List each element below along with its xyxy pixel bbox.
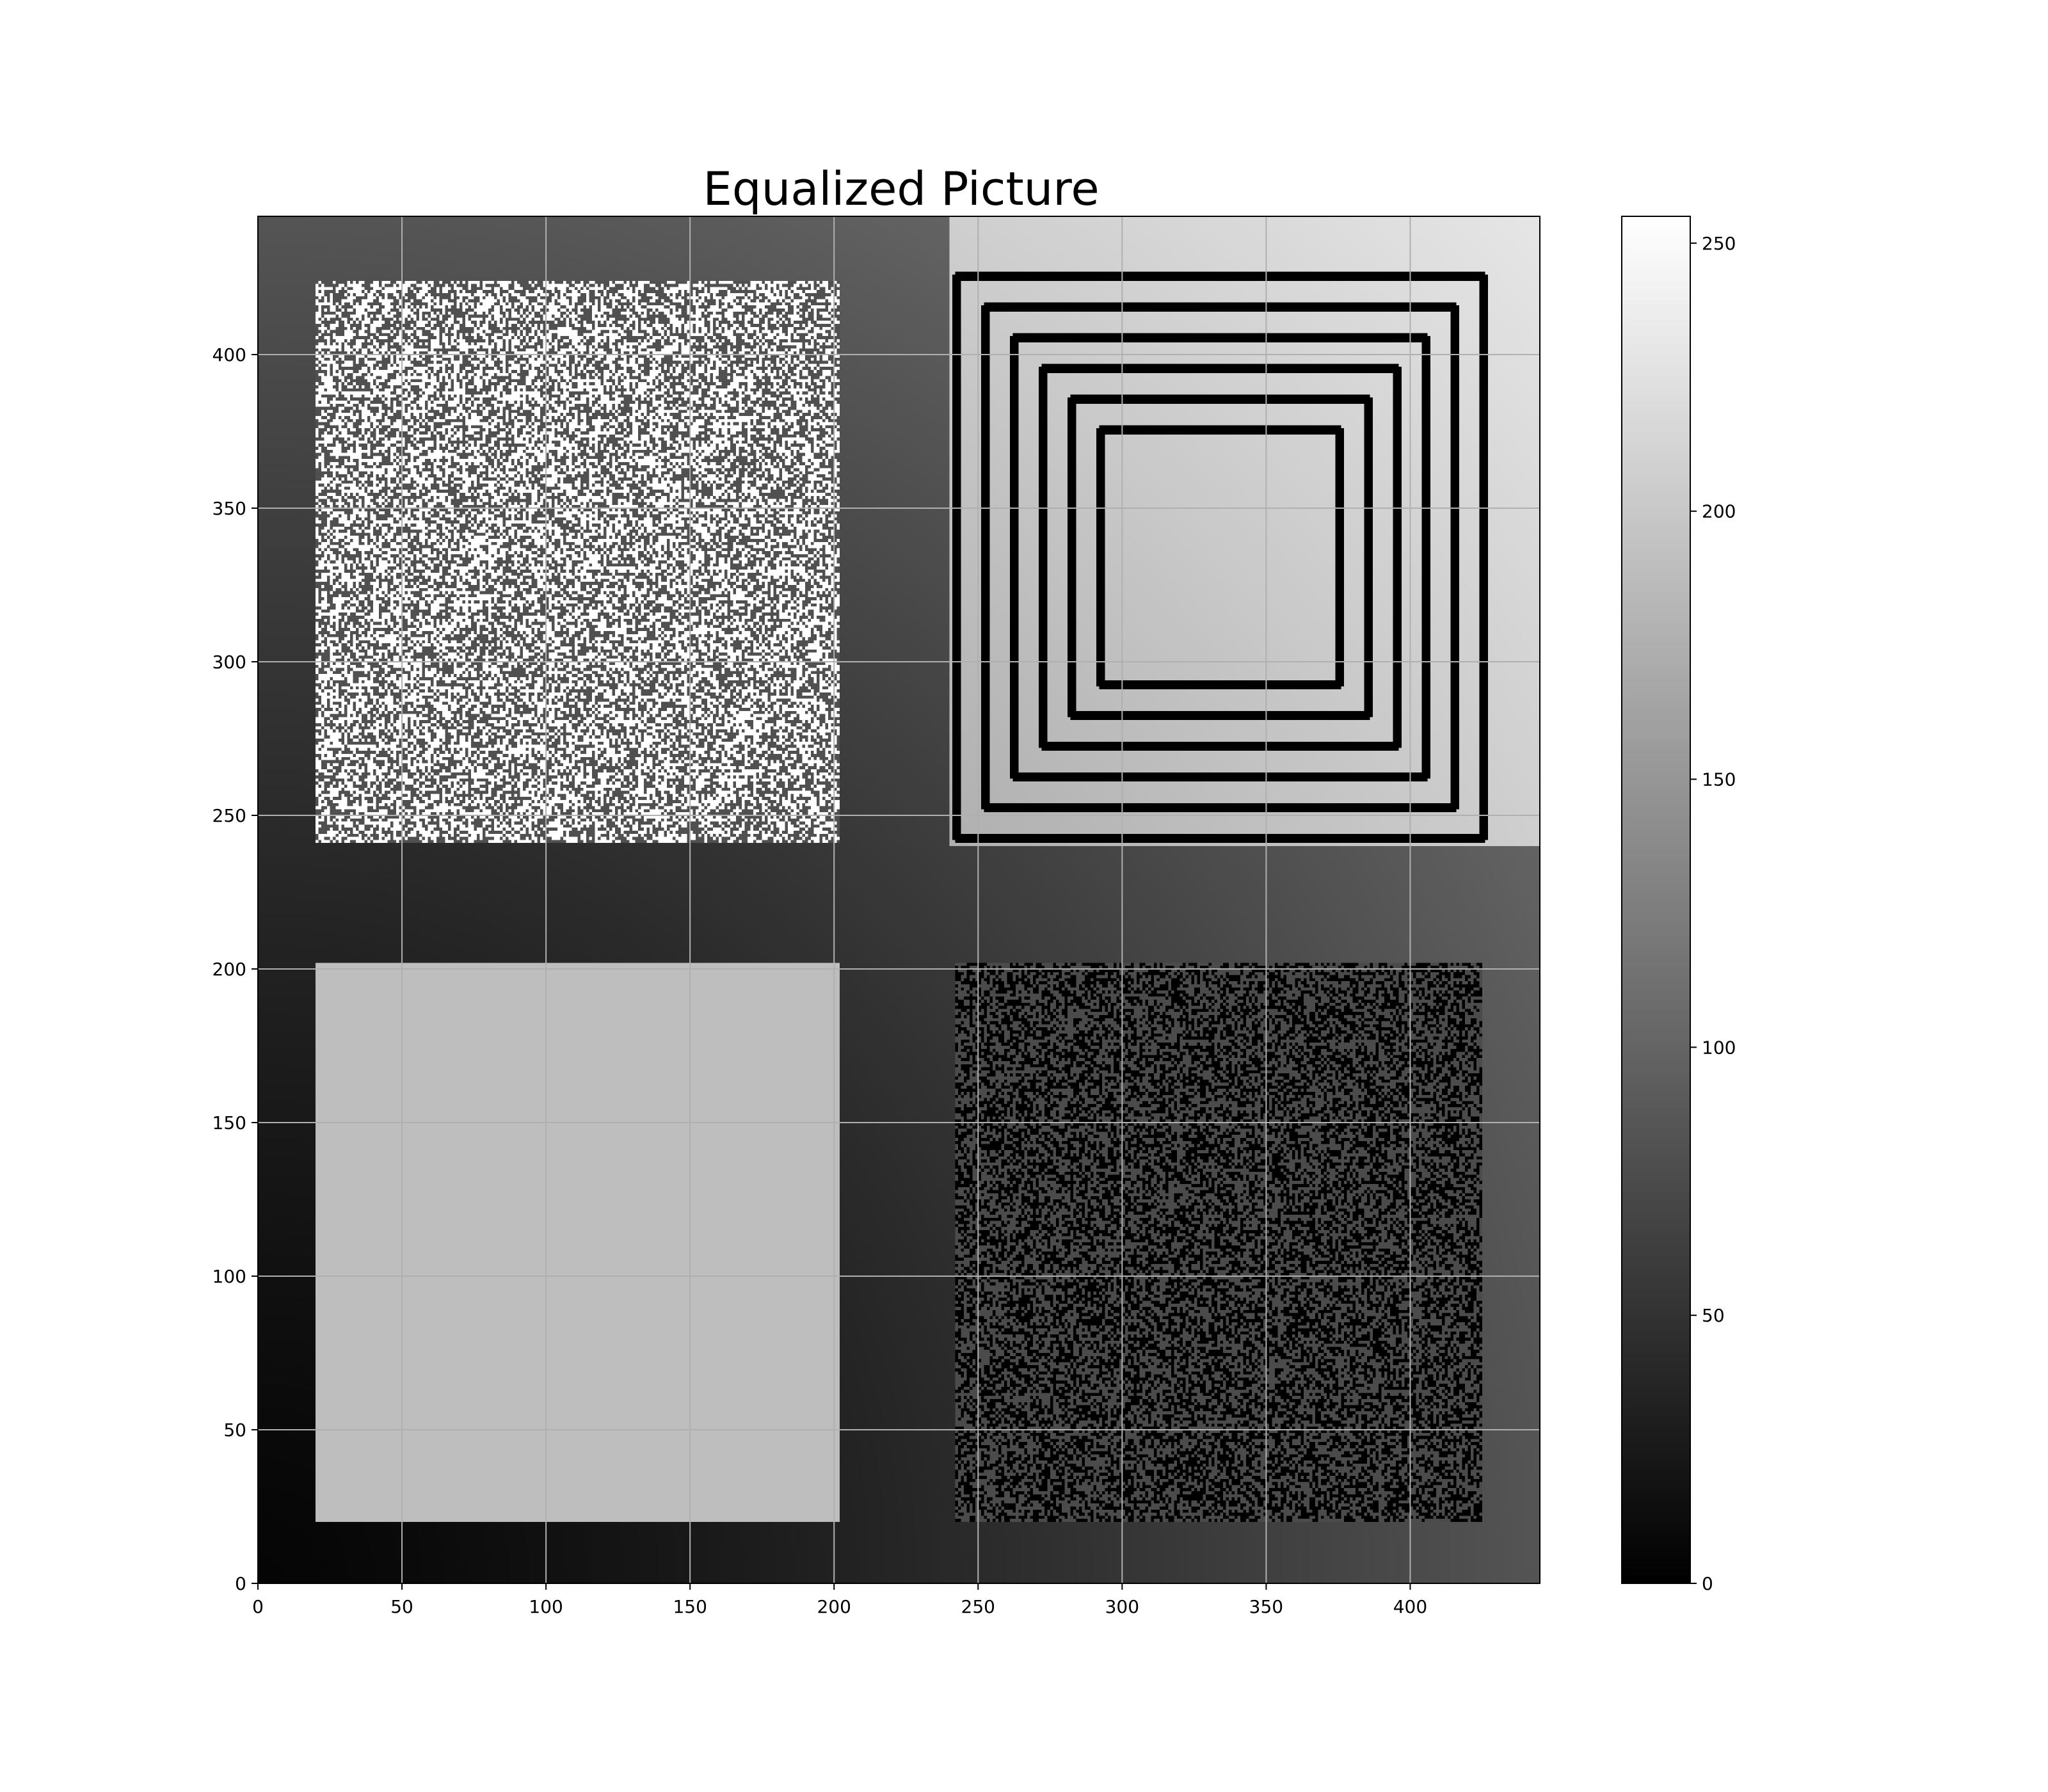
x-tick-label: 50 — [390, 1596, 413, 1617]
y-axis-ticks: 0 50 100 150 200 250 300 350 400 — [212, 344, 258, 1594]
colorbar-tick-label: 0 — [1702, 1573, 1713, 1594]
colorbar-tick-label: 250 — [1702, 233, 1736, 254]
x-tick-label: 0 — [252, 1596, 264, 1617]
colorbar-tick-label: 100 — [1702, 1037, 1736, 1058]
y-tick-label: 300 — [212, 652, 246, 673]
colorbar-tick-label: 200 — [1702, 501, 1736, 522]
y-tick-label: 100 — [212, 1266, 246, 1287]
x-tick-label: 250 — [961, 1596, 995, 1617]
heatmap-image — [258, 216, 1540, 1583]
grid-lines — [258, 216, 1540, 1583]
x-tick-label: 400 — [1393, 1596, 1427, 1617]
colorbar: 0 50 100 150 200 250 — [1621, 216, 1736, 1594]
x-tick-label: 300 — [1105, 1596, 1139, 1617]
y-tick-label: 200 — [212, 959, 246, 980]
y-tick-label: 400 — [212, 344, 246, 365]
x-tick-label: 100 — [529, 1596, 563, 1617]
colorbar-gradient — [1621, 216, 1691, 1584]
x-axis-ticks: 0 50 100 150 200 250 300 350 400 — [252, 1583, 1427, 1617]
colorbar-tick-label: 50 — [1702, 1305, 1725, 1326]
x-tick-label: 200 — [817, 1596, 851, 1617]
colorbar-tick-label: 150 — [1702, 769, 1736, 790]
y-tick-label: 350 — [212, 498, 246, 519]
x-tick-label: 350 — [1249, 1596, 1283, 1617]
colorbar-ticks: 0 50 100 150 200 250 — [1690, 233, 1736, 1594]
x-tick-label: 150 — [673, 1596, 707, 1617]
y-tick-label: 0 — [235, 1573, 246, 1594]
plot-frame — [257, 216, 1540, 1584]
y-tick-label: 150 — [212, 1112, 246, 1133]
plot-area: 0 50 100 150 200 250 300 350 400 0 50 100 150 200 250… — [212, 216, 1540, 1617]
y-tick-label: 250 — [212, 805, 246, 826]
y-tick-label: 50 — [223, 1420, 246, 1441]
chart-title: Equalized Picture — [703, 162, 1099, 216]
